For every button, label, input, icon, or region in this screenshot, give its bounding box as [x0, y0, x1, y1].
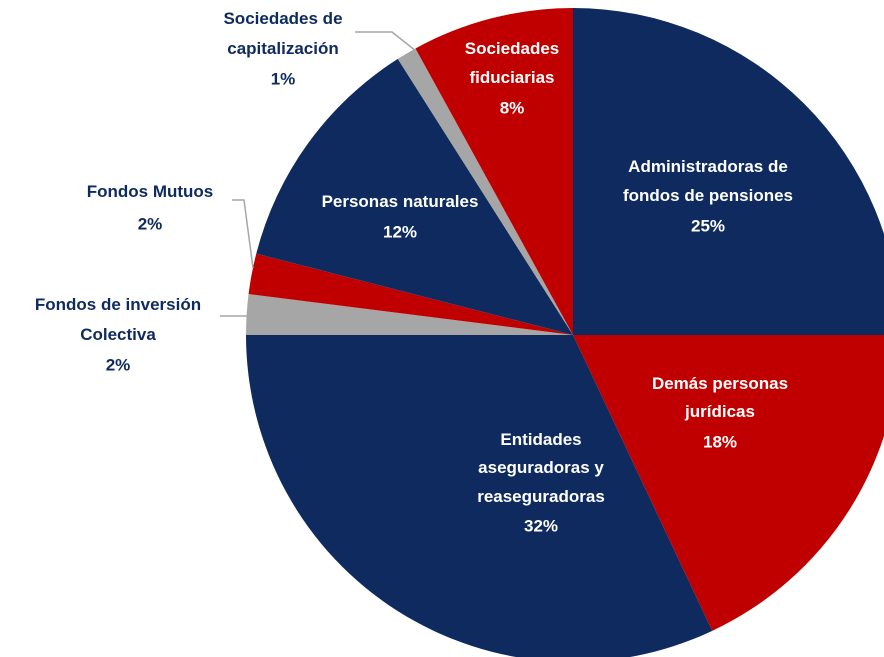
- slice-value-label: 25%: [691, 216, 725, 235]
- pie-slice: [573, 335, 884, 631]
- slice-label: Sociedades de capitalización: [223, 9, 342, 58]
- slice-value-label: 18%: [703, 432, 737, 451]
- slice-label: Fondos Mutuos: [87, 182, 214, 201]
- pie-slice: [573, 8, 884, 335]
- slice-value-label: 12%: [383, 222, 417, 241]
- slice-value-label: 1%: [271, 69, 296, 88]
- pie-slice: [256, 58, 573, 335]
- pie-slice: [397, 48, 573, 335]
- slice-label: Sociedades fiduciarias: [465, 39, 560, 87]
- leader-line: [355, 31, 417, 52]
- slice-value-label: 2%: [138, 214, 163, 233]
- slice-value-label: 8%: [500, 98, 525, 117]
- slice-label: Administradoras de fondos de pensiones: [623, 157, 793, 205]
- slice-label: Entidades aseguradoras y reaseguradoras: [477, 430, 605, 506]
- pie-slice: [248, 253, 573, 335]
- slice-value-label: 2%: [106, 355, 131, 374]
- pie-slice: [246, 335, 713, 657]
- slice-label: Fondos de inversión Colectiva: [35, 295, 201, 344]
- pie-slice: [415, 8, 573, 335]
- slice-value-label: 32%: [524, 516, 558, 535]
- pie-slice: [246, 294, 573, 335]
- leader-line: [232, 199, 254, 269]
- slice-label: Personas naturales: [322, 192, 479, 211]
- slice-label: Demás personas jurídicas: [652, 374, 788, 421]
